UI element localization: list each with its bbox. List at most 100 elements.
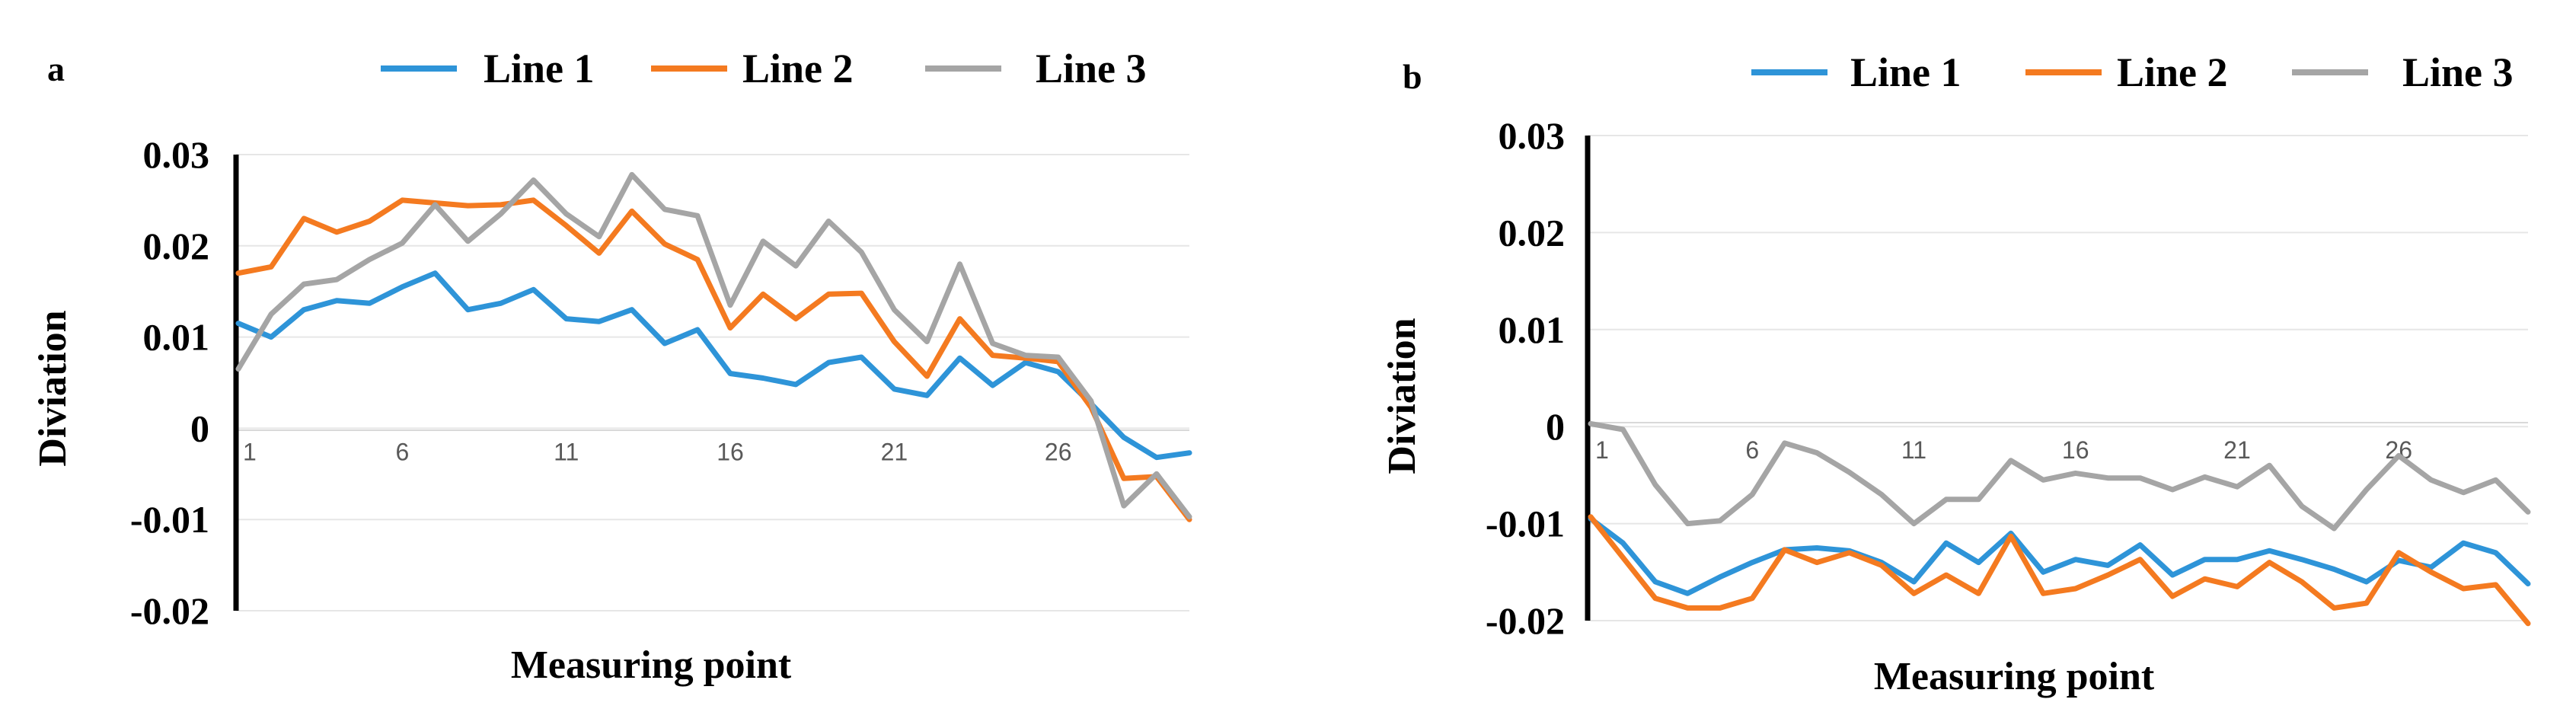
data-point-a-line-1-14 <box>662 341 667 346</box>
data-point-b-line-3-27 <box>2429 477 2434 482</box>
data-point-b-line-2-24 <box>2332 605 2336 610</box>
data-point-a-line-3-14 <box>662 207 667 212</box>
x-tick-label-a-4: 21 <box>881 438 908 465</box>
data-point-b-line-1-28 <box>2461 541 2466 545</box>
data-point-b-line-2-28 <box>2461 586 2466 591</box>
data-point-b-line-1-22 <box>2267 548 2271 553</box>
data-point-a-line-1-15 <box>695 327 700 332</box>
data-point-a-line-3-24 <box>991 341 995 346</box>
legend-b: Line 1 Line 2 Line 3 <box>1751 49 2514 95</box>
data-point-b-line-2-11 <box>1912 591 1917 595</box>
data-point-a-line-1-21 <box>892 387 896 391</box>
data-point-b-line-2-17 <box>2105 573 2110 577</box>
data-point-a-line-3-26 <box>1056 355 1061 359</box>
y-tick-label-a-3: 0.01 <box>143 316 210 359</box>
data-point-a-line-1-28 <box>1122 435 1126 439</box>
data-point-a-line-3-28 <box>1122 503 1126 508</box>
data-point-a-line-3-12 <box>597 235 602 239</box>
data-point-a-line-1-8 <box>466 308 471 312</box>
data-point-b-line-3-6 <box>1750 492 1754 497</box>
series-line-a-line-3 <box>235 171 1192 520</box>
data-point-a-line-2-26 <box>1056 359 1061 364</box>
data-point-a-line-3-15 <box>695 213 700 218</box>
data-point-b-line-3-17 <box>2105 476 2110 481</box>
data-point-a-line-1-30 <box>1187 451 1192 455</box>
data-point-b-line-1-4 <box>1685 591 1690 595</box>
y-tick-label-b-5: 0.03 <box>1499 114 1566 157</box>
data-point-b-line-3-8 <box>1815 451 1819 455</box>
data-point-b-line-2-18 <box>2138 557 2143 562</box>
data-point-a-line-1-1 <box>236 321 241 326</box>
data-point-a-line-2-28 <box>1122 476 1126 481</box>
data-point-a-line-3-5 <box>367 257 372 262</box>
data-point-a-line-3-3 <box>302 282 306 286</box>
data-point-b-line-3-5 <box>1718 519 1722 523</box>
data-point-a-line-1-25 <box>1023 360 1028 365</box>
x-tick-label-b-3: 16 <box>2062 436 2089 464</box>
data-point-b-line-3-25 <box>2364 487 2369 492</box>
data-point-a-line-3-11 <box>564 212 569 216</box>
x-axis-title-b: Measuring point <box>1874 655 2155 698</box>
y-tick-label-a-0: -0.02 <box>130 589 209 632</box>
y-tick-label-a-2: 0 <box>190 407 209 449</box>
data-point-a-line-3-21 <box>892 308 896 312</box>
data-point-b-line-3-28 <box>2461 490 2466 495</box>
data-point-b-line-1-23 <box>2300 557 2304 562</box>
y-axis-title-b: Diviation <box>1381 318 1424 474</box>
x-tick-labels-b: 1 6 11 16 21 26 <box>1595 436 2412 464</box>
data-point-b-line-3-1 <box>1588 421 1593 426</box>
data-point-b-line-2-13 <box>1976 591 1981 595</box>
legend-b-label-line-2: Line 2 <box>2117 49 2228 95</box>
data-point-b-line-1-8 <box>1815 546 1819 551</box>
data-point-b-line-3-4 <box>1685 522 1690 526</box>
x-tick-label-a-0: 1 <box>243 438 257 465</box>
data-point-a-line-2-21 <box>892 340 896 344</box>
data-point-a-line-1-23 <box>958 356 962 360</box>
panel-label-b: b <box>1403 57 1422 96</box>
data-point-a-line-3-9 <box>499 212 503 216</box>
data-point-a-line-3-27 <box>1089 399 1093 404</box>
y-tick-labels-b: -0.02 -0.01 0 0.01 0.02 0.03 <box>1486 114 1565 642</box>
chart-panel-b: b Line 1 Line 2 Line 3 -0.02 -0.01 0 0.01 0.… <box>1381 49 2531 698</box>
data-point-a-line-2-9 <box>499 203 503 207</box>
data-point-a-line-2-23 <box>958 317 962 321</box>
series-line-b-line-3 <box>1588 420 2531 532</box>
x-tick-label-a-1: 6 <box>395 438 409 465</box>
data-point-b-line-3-7 <box>1783 441 1787 445</box>
data-point-a-line-2-17 <box>761 292 765 296</box>
data-point-a-line-2-18 <box>793 317 798 321</box>
data-point-a-line-3-17 <box>761 239 765 244</box>
data-point-b-line-3-24 <box>2332 526 2336 531</box>
data-point-b-line-2-12 <box>1944 573 1949 577</box>
data-point-b-line-3-12 <box>1944 497 1949 502</box>
data-point-b-line-1-2 <box>1620 541 1625 545</box>
data-point-b-line-3-14 <box>2009 458 2013 463</box>
x-tick-label-a-3: 16 <box>717 438 744 465</box>
y-tick-label-a-1: -0.01 <box>130 498 209 541</box>
data-point-a-line-1-22 <box>924 393 929 398</box>
data-point-a-line-2-4 <box>334 230 339 235</box>
data-point-b-line-1-27 <box>2429 565 2434 570</box>
data-point-a-line-1-4 <box>334 299 339 303</box>
data-point-b-line-3-22 <box>2267 463 2271 468</box>
data-point-b-line-1-13 <box>1976 560 1981 565</box>
data-point-b-line-2-10 <box>1879 563 1884 567</box>
y-axis-title-a: Diviation <box>31 310 75 466</box>
series-lines-b <box>1588 420 2531 627</box>
data-point-a-line-2-10 <box>531 198 536 203</box>
legend-b-label-line-1: Line 1 <box>1850 49 1962 95</box>
data-point-b-line-1-6 <box>1750 560 1754 565</box>
data-point-b-line-1-20 <box>2203 557 2207 562</box>
data-point-a-line-3-6 <box>400 241 404 245</box>
legend-a-label-line-1: Line 1 <box>484 46 595 91</box>
data-point-a-line-1-18 <box>793 382 798 387</box>
y-tick-label-b-2: 0 <box>1546 405 1565 448</box>
data-point-b-line-2-2 <box>1620 555 1625 560</box>
y-tick-label-b-0: -0.02 <box>1486 599 1565 642</box>
data-point-a-line-1-6 <box>400 285 404 289</box>
series-line-b-line-1 <box>1588 516 2531 596</box>
data-point-a-line-2-5 <box>367 219 372 224</box>
data-point-a-line-2-13 <box>630 209 634 213</box>
